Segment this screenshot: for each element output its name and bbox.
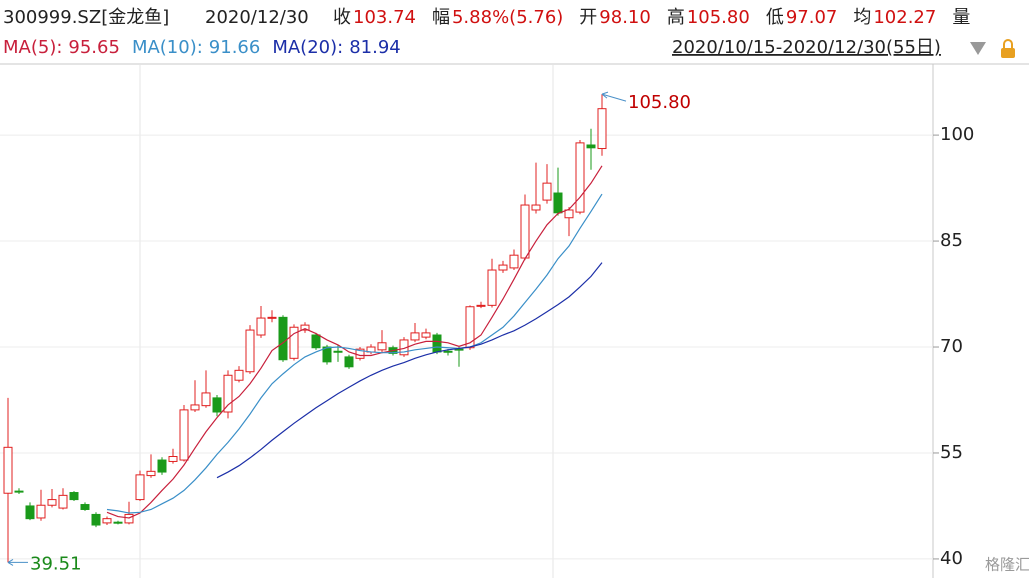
candle-body [333, 350, 343, 353]
candle-body [454, 348, 464, 351]
legend-value: 95.65 [68, 37, 120, 58]
candle-body [102, 518, 112, 524]
candle-body [135, 474, 145, 501]
candle-body [146, 470, 156, 477]
y-tick-label: 70 [940, 336, 963, 357]
candle-body [212, 397, 222, 413]
candle-body [498, 264, 508, 271]
candle-body [344, 356, 354, 368]
symbol: 300999.SZ[金龙鱼] [3, 7, 169, 28]
field-value: 98.10 [599, 7, 651, 28]
y-tick-label: 40 [940, 548, 963, 569]
candle-body [553, 192, 563, 214]
candle-body [25, 505, 35, 520]
candle-body [256, 317, 266, 336]
candle-body [465, 306, 475, 349]
candle-body [14, 490, 24, 493]
candle-body [168, 456, 178, 462]
candle-body [432, 334, 442, 353]
dropdown-icon[interactable] [970, 42, 986, 55]
min-label: 39.51 [30, 553, 82, 574]
candle-body [531, 204, 541, 211]
field-label: 低 [766, 7, 784, 28]
watermark: 格隆汇 [985, 556, 1029, 574]
ma-line [106, 165, 603, 519]
legend-name: MA(20): [272, 37, 343, 58]
candle-body [443, 350, 453, 353]
candle-body [113, 521, 123, 524]
field-label: 收 [333, 7, 351, 28]
y-tick-label: 55 [940, 442, 963, 463]
candle-body [157, 459, 167, 473]
candle-body [289, 326, 299, 359]
field-label: 开 [579, 7, 597, 28]
candle-body [542, 182, 552, 201]
ma-line [216, 262, 603, 479]
field-value: 97.07 [786, 7, 838, 28]
candle-body [520, 204, 530, 259]
ma-line [106, 193, 603, 514]
date-range[interactable]: 2020/10/15-2020/12/30(55日) [672, 37, 941, 58]
candle-body [476, 304, 486, 307]
candle-body [410, 332, 420, 341]
candle-body [300, 324, 310, 331]
field-label: 高 [667, 7, 685, 28]
candle-body [234, 369, 244, 381]
field-label: 幅 [432, 7, 450, 28]
legend-name: MA(10): [132, 37, 203, 58]
date: 2020/12/30 [205, 7, 309, 28]
field-value: 102.27 [873, 7, 936, 28]
candle-body [421, 332, 431, 338]
candle-body [47, 499, 57, 506]
candle-body [322, 346, 332, 363]
candle-body [36, 504, 46, 519]
candle-body [564, 209, 574, 219]
candle-body [267, 316, 277, 319]
candle-body [586, 144, 596, 149]
candle-body [311, 334, 321, 349]
y-tick-label: 85 [940, 230, 963, 251]
candle-body [3, 446, 13, 494]
field-value: 5.88%(5.76) [452, 7, 563, 28]
min-arrow [7, 558, 28, 566]
field-label: 均 [853, 7, 871, 28]
candle-body [575, 142, 585, 213]
candle-body [190, 404, 200, 411]
legend-value: 91.66 [209, 37, 261, 58]
candle-body [278, 316, 288, 361]
candle-body [91, 513, 101, 526]
candle-body [509, 254, 519, 269]
candle-body [124, 513, 134, 524]
candle-body [58, 494, 68, 509]
candle-body [245, 329, 255, 373]
max-label: 105.80 [628, 92, 691, 113]
candle-body [80, 504, 90, 510]
y-tick-label: 100 [940, 124, 974, 145]
max-arrow [601, 91, 627, 102]
field-label: 量 [952, 7, 970, 28]
candle-body [487, 269, 497, 306]
legend-name: MA(5): [3, 37, 62, 58]
candle-body [597, 108, 607, 150]
lock-icon[interactable] [1001, 39, 1015, 58]
candle-body [201, 392, 211, 407]
field-value: 103.74 [353, 7, 416, 28]
field-value: 105.80 [687, 7, 750, 28]
legend-value: 81.94 [349, 37, 401, 58]
candle-body [69, 492, 79, 501]
candle-body [377, 342, 387, 351]
candle-body [223, 374, 233, 413]
candle-body [179, 409, 189, 461]
